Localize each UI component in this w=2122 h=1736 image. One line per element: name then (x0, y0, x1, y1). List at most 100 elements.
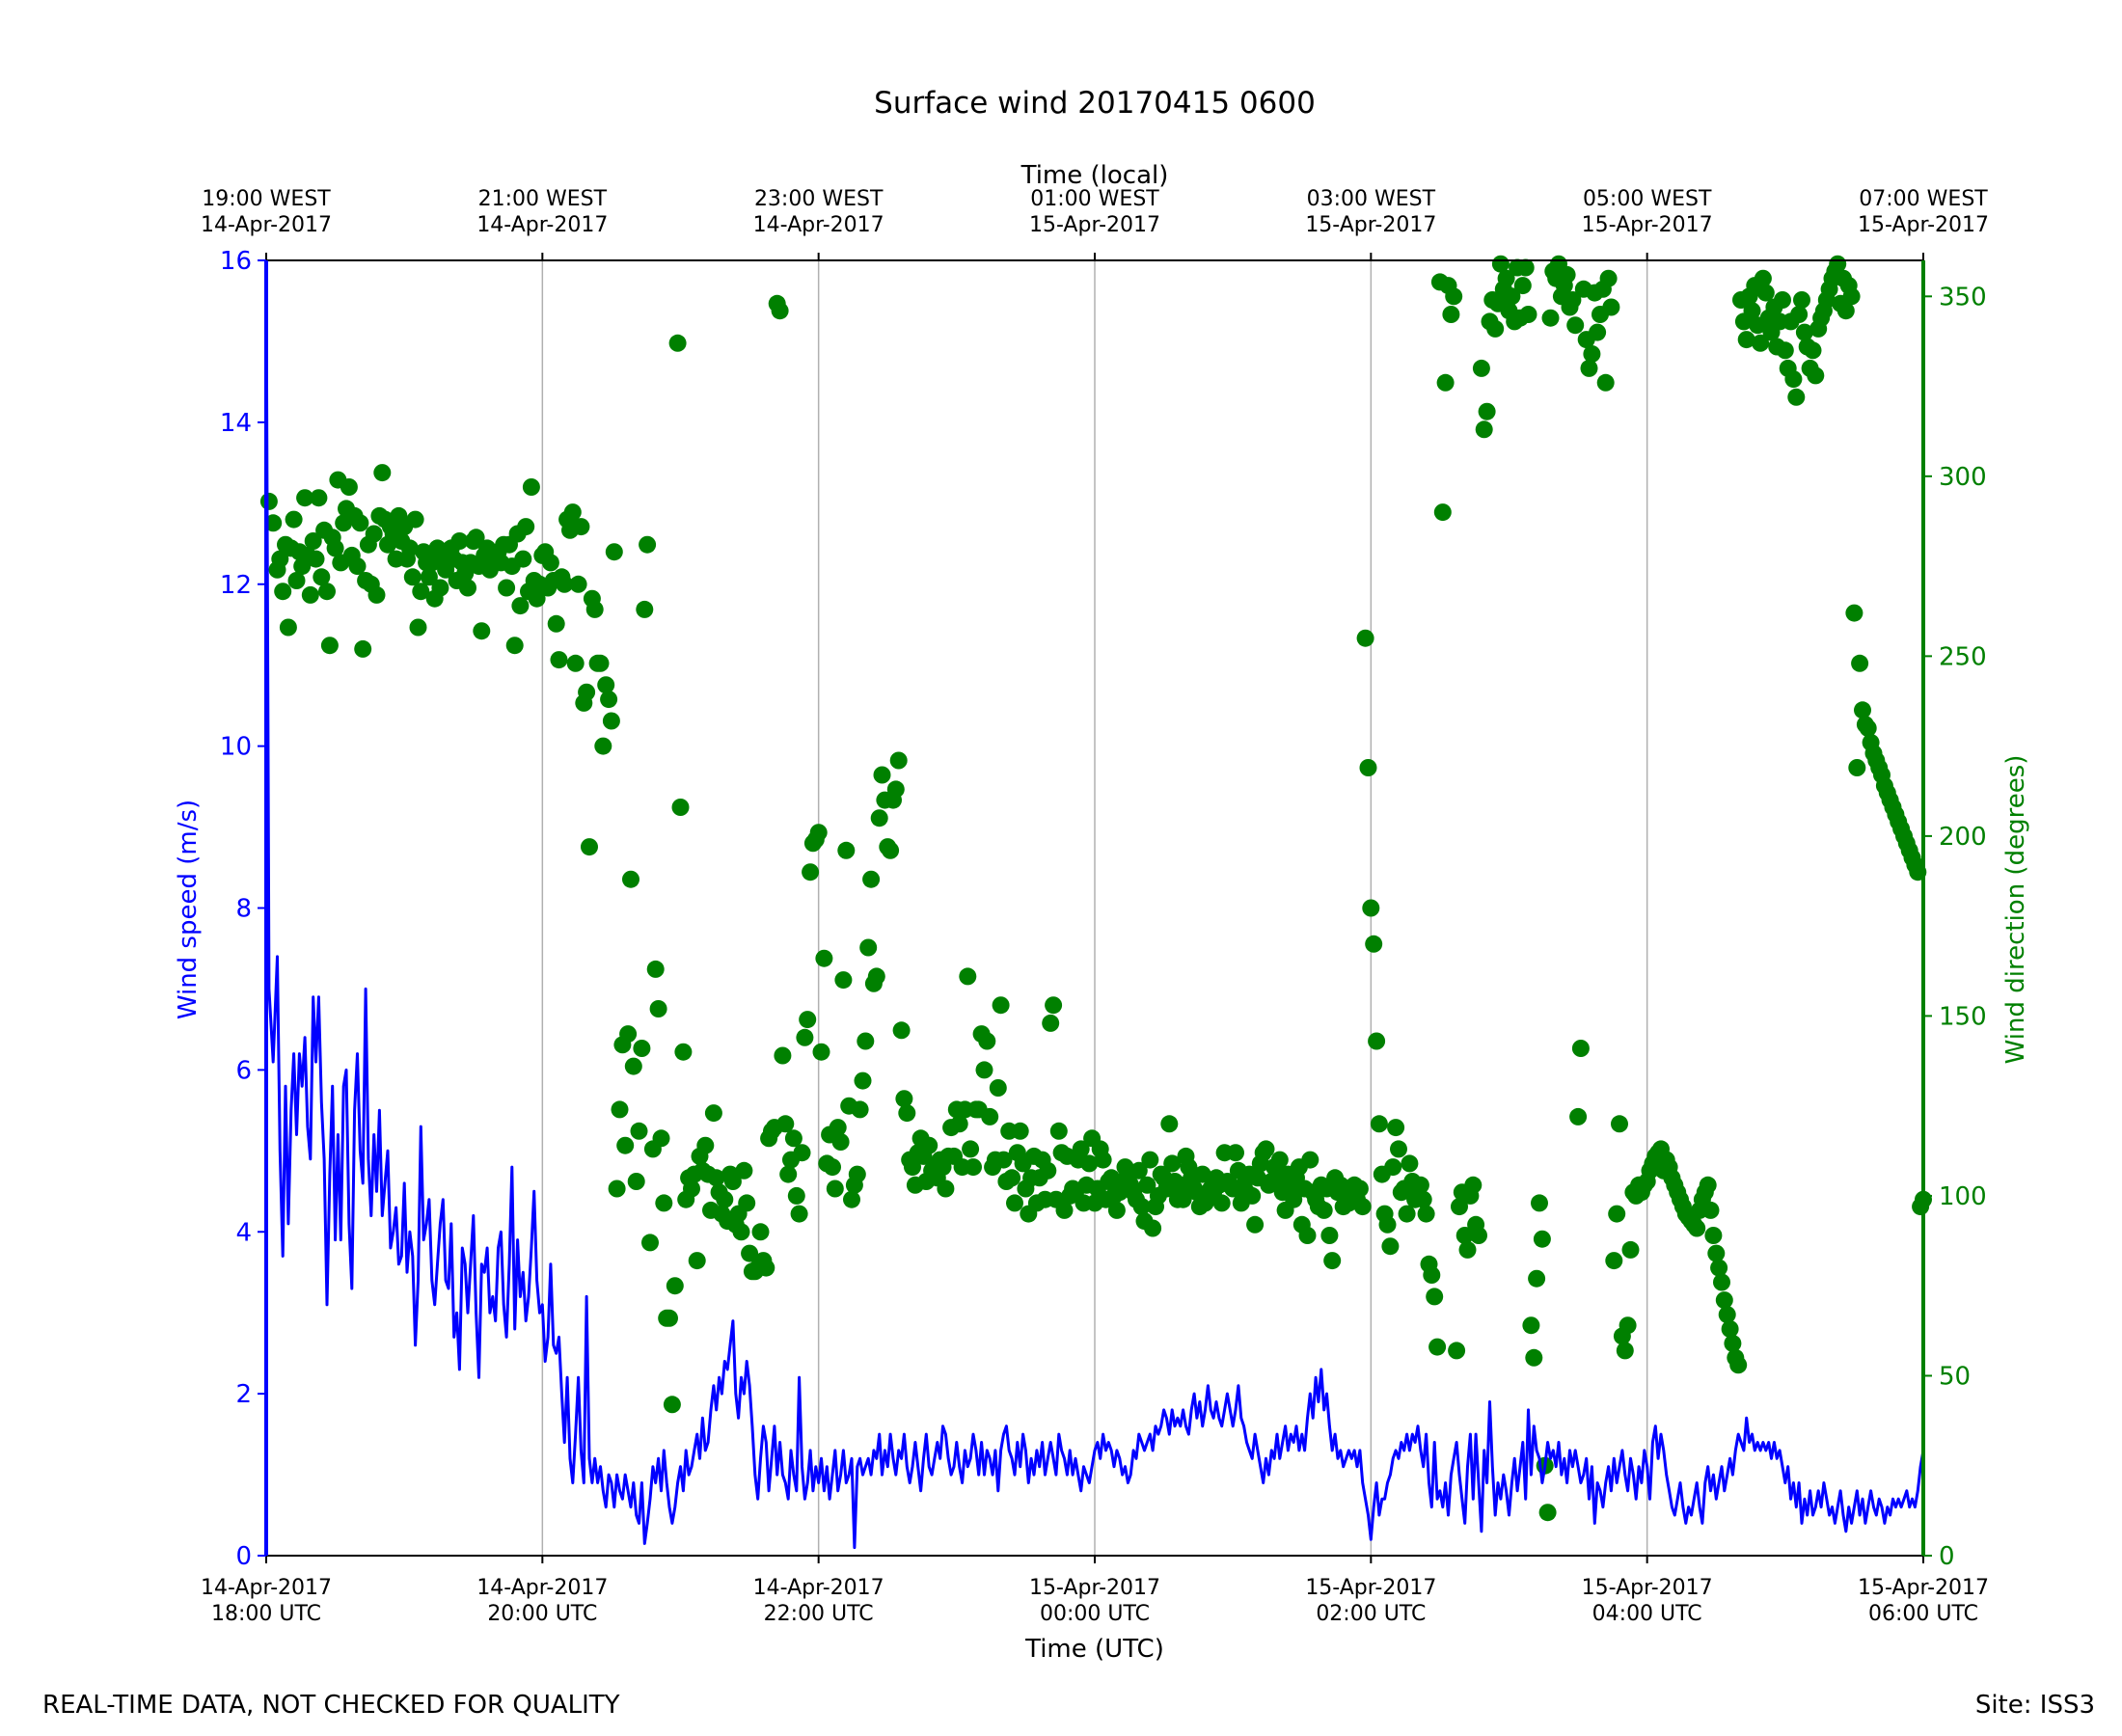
direction-point (1743, 302, 1761, 320)
direction-point (787, 1186, 805, 1205)
direction-point (1756, 284, 1775, 302)
direction-point (1320, 1227, 1339, 1244)
top-tick-label-date: 15-Apr-2017 (1582, 213, 1713, 237)
direction-point (594, 737, 612, 755)
direction-point (1602, 298, 1620, 316)
direction-point (572, 518, 590, 536)
direction-point (313, 568, 331, 586)
direction-point (1387, 1119, 1405, 1137)
direction-point (1072, 1140, 1090, 1158)
top-tick-label-date: 15-Apr-2017 (1029, 213, 1160, 237)
y-tick-label: 6 (235, 1056, 252, 1085)
direction-point (668, 334, 687, 352)
direction-point (514, 550, 532, 568)
direction-point (1270, 1151, 1289, 1169)
x-tick-label-time: 04:00 UTC (1592, 1602, 1702, 1626)
x-tick-label-time: 02:00 UTC (1316, 1602, 1426, 1626)
direction-point (1138, 1176, 1156, 1194)
direction-point (1566, 316, 1585, 335)
top-tick-label-time: 05:00 WEST (1583, 187, 1712, 211)
direction-point (1227, 1144, 1244, 1162)
direction-point (1848, 759, 1866, 776)
direction-point (608, 1180, 626, 1198)
direction-point (707, 1169, 725, 1187)
direction-point (829, 1119, 847, 1137)
direction-point (450, 532, 469, 550)
direction-point (581, 838, 598, 856)
direction-point (688, 1252, 706, 1270)
direction-point (1411, 1176, 1429, 1194)
top-tick-label-date: 14-Apr-2017 (476, 213, 608, 237)
direction-point (1807, 366, 1825, 385)
direction-point (859, 938, 878, 957)
direction-point (674, 1043, 693, 1061)
direction-point (1619, 1316, 1637, 1335)
direction-point (1688, 1219, 1706, 1237)
direction-point (1522, 1316, 1540, 1335)
direction-point (757, 1259, 775, 1277)
wind-direction-series (259, 255, 1932, 1522)
direction-point (1006, 1194, 1023, 1212)
x-tick-label-time: 22:00 UTC (764, 1602, 874, 1626)
direction-point (1470, 1227, 1487, 1244)
direction-point (616, 1136, 635, 1154)
direction-point (1472, 359, 1490, 377)
direction-point (1423, 1266, 1441, 1284)
direction-point (965, 1158, 982, 1177)
direction-point (259, 492, 278, 510)
direction-point (600, 691, 618, 709)
direction-point (1163, 1154, 1182, 1173)
direction-point (624, 1057, 642, 1075)
direction-point (367, 585, 386, 604)
quality-disclaimer: REAL-TIME DATA, NOT CHECKED FOR QUALITY (42, 1691, 620, 1720)
direction-point (1368, 1032, 1386, 1050)
direction-point (1353, 1198, 1372, 1216)
direction-point (774, 1046, 792, 1065)
direction-point (1599, 269, 1618, 287)
direction-point (779, 1165, 798, 1183)
direction-point (790, 1205, 808, 1223)
direction-point (1525, 1348, 1543, 1367)
direction-point (1503, 287, 1521, 306)
direction-point (989, 1079, 1007, 1097)
x-tick-label-time: 18:00 UTC (211, 1602, 321, 1626)
direction-point (1475, 420, 1493, 439)
direction-point (1836, 302, 1855, 320)
y-tick-label: 2 (235, 1380, 252, 1409)
direction-point (1497, 269, 1515, 287)
direction-point (641, 1234, 659, 1252)
direction-point (591, 654, 610, 672)
direction-point (950, 1115, 968, 1133)
direction-point (802, 863, 820, 882)
direction-point (1212, 1194, 1231, 1212)
direction-point (1414, 1190, 1432, 1208)
y-tick-label: 4 (235, 1218, 252, 1247)
direction-point (498, 579, 516, 597)
direction-point (873, 766, 891, 784)
direction-point (566, 654, 585, 672)
direction-point (403, 568, 422, 586)
direction-point (326, 539, 344, 557)
direction-point (1174, 1190, 1192, 1208)
direction-point (1323, 1252, 1342, 1270)
direction-point (732, 1223, 750, 1241)
direction-point (1531, 1194, 1548, 1212)
direction-point (1564, 291, 1582, 309)
direction-point (1516, 258, 1535, 277)
direction-point (511, 597, 530, 615)
direction-point (1583, 345, 1601, 363)
chart-title: Surface wind 20170415 0600 (874, 86, 1316, 121)
top-tick-label-time: 03:00 WEST (1307, 187, 1436, 211)
direction-point (895, 1090, 913, 1108)
direction-point (1859, 719, 1877, 737)
y-right-tick-label: 50 (1939, 1362, 1971, 1391)
direction-point (602, 712, 620, 730)
direction-point (1049, 1122, 1068, 1140)
vertical-grid (541, 260, 1648, 1556)
direction-point (1011, 1122, 1029, 1140)
direction-point (1787, 388, 1806, 406)
direction-point (962, 1140, 980, 1158)
direction-point (992, 996, 1010, 1015)
direction-point (652, 1129, 670, 1148)
